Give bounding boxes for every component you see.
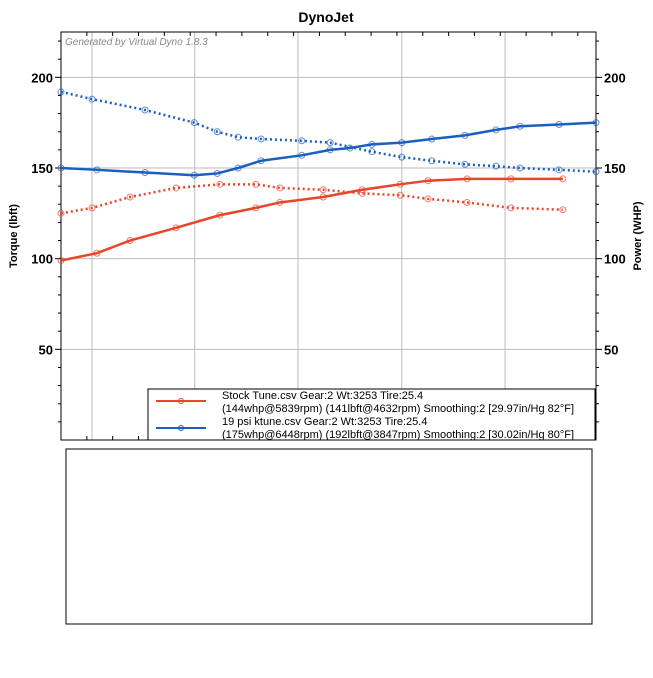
legend-ktune-line2: (175whp@6448rpm) (192lbft@3847rpm) Smoot… xyxy=(222,429,574,441)
data-point xyxy=(213,128,221,136)
data-point xyxy=(190,171,198,179)
y2-axis-label: Power (WHP) xyxy=(632,201,644,270)
legend-stock-line1: Stock Tune.csv Gear:2 Wt:3253 Tire:25.4 xyxy=(222,390,423,402)
data-point xyxy=(93,249,101,257)
data-point xyxy=(368,140,376,148)
y-tick-label: 100 xyxy=(31,252,53,267)
data-point xyxy=(234,164,242,172)
legend-stock-line2: (144whp@5839rpm) (141lbft@4632rpm) Smoot… xyxy=(222,403,574,415)
data-point xyxy=(257,157,265,165)
data-point xyxy=(368,148,376,156)
data-point xyxy=(424,195,432,203)
data-point xyxy=(326,146,334,154)
data-point xyxy=(492,126,500,134)
data-point xyxy=(213,169,221,177)
y2-tick-label: 200 xyxy=(604,70,626,85)
data-point xyxy=(276,198,284,206)
legend-ktune-line1: 19 psi ktune.csv Gear:2 Wt:3253 Tire:25.… xyxy=(222,416,427,428)
legend: Stock Tune.csv Gear:2 Wt:3253 Tire:25.4 … xyxy=(147,388,596,441)
y-tick-label: 200 xyxy=(31,70,53,85)
y-axis-label: Torque (lbft) xyxy=(8,204,20,268)
data-point xyxy=(516,122,524,130)
data-point xyxy=(592,119,600,127)
data-point xyxy=(396,180,404,188)
data-point xyxy=(428,135,436,143)
data-point xyxy=(319,186,327,194)
data-point xyxy=(428,157,436,165)
data-point xyxy=(216,211,224,219)
data-point xyxy=(57,88,65,96)
data-point xyxy=(298,137,306,145)
data-point xyxy=(461,160,469,168)
data-point xyxy=(507,175,515,183)
data-point xyxy=(559,206,567,214)
y2-tick-label: 100 xyxy=(604,252,626,267)
data-point xyxy=(424,177,432,185)
y2-tick-label: 50 xyxy=(604,342,618,357)
data-point xyxy=(88,204,96,212)
data-point xyxy=(57,164,65,172)
data-point xyxy=(555,166,563,174)
data-point xyxy=(172,184,180,192)
data-point xyxy=(141,106,149,114)
watermark: Generated by Virtual Dyno 1.8.3 xyxy=(65,37,208,48)
data-point xyxy=(492,162,500,170)
data-point xyxy=(141,169,149,177)
y-tick-label: 50 xyxy=(39,342,53,357)
data-point xyxy=(234,133,242,141)
data-point xyxy=(326,139,334,147)
data-point xyxy=(463,175,471,183)
data-point xyxy=(257,135,265,143)
data-point xyxy=(358,186,366,194)
data-point xyxy=(592,168,600,176)
data-point xyxy=(216,180,224,188)
series xyxy=(57,88,600,264)
data-point xyxy=(252,204,260,212)
y-tick-label: 150 xyxy=(31,161,53,176)
data-point xyxy=(398,153,406,161)
data-point xyxy=(516,164,524,172)
data-point xyxy=(507,204,515,212)
data-point xyxy=(190,119,198,127)
data-point xyxy=(298,151,306,159)
series-line-stock-tune-power xyxy=(60,177,563,262)
series-line-19-psi-ktune-power xyxy=(60,121,597,177)
data-point xyxy=(346,144,354,152)
data-point xyxy=(276,184,284,192)
data-point xyxy=(93,166,101,174)
data-point xyxy=(555,120,563,128)
data-point xyxy=(398,139,406,147)
empty-panel xyxy=(65,448,593,625)
data-point xyxy=(396,191,404,199)
data-point xyxy=(88,95,96,103)
data-point xyxy=(461,131,469,139)
data-point xyxy=(57,209,65,217)
legend-marker-stock xyxy=(178,398,184,404)
data-point xyxy=(57,256,65,264)
data-point xyxy=(126,237,134,245)
legend-box xyxy=(147,388,596,441)
grid xyxy=(61,32,596,440)
data-point xyxy=(559,175,567,183)
y2-tick-label: 150 xyxy=(604,161,626,176)
data-point xyxy=(172,224,180,232)
data-point xyxy=(319,193,327,201)
y-ticks: 50 50 100 100 150 150 200 200 xyxy=(31,32,626,440)
series-line-19-psi-ktune-torque xyxy=(60,90,597,173)
plot-frame xyxy=(60,31,597,441)
legend-marker-ktune xyxy=(178,425,184,431)
data-point xyxy=(463,198,471,206)
data-point xyxy=(126,193,134,201)
data-point xyxy=(252,180,260,188)
chart-title: DynoJet xyxy=(298,9,354,25)
